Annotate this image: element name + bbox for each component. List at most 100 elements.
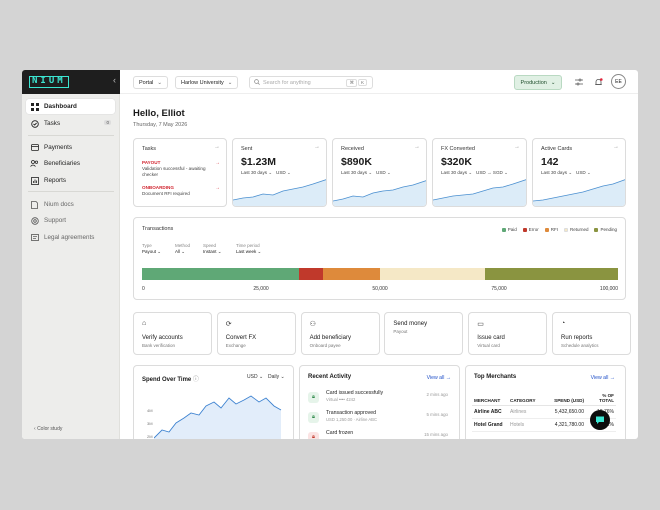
stat-unit[interactable]: USD → SGD <box>476 170 503 175</box>
stat-unit[interactable]: USD <box>376 170 386 175</box>
color-study-link[interactable]: ‹ Color study <box>34 426 62 432</box>
sliders-icon[interactable] <box>573 76 585 88</box>
action-convert-fx[interactable]: ⟳ Convert FX Exchange <box>216 312 296 355</box>
nium-logo[interactable]: NIUM <box>29 76 69 88</box>
action-subtitle: Exchange <box>225 343 246 348</box>
sidebar-item-label: Dashboard <box>44 103 77 110</box>
filter-speed[interactable]: Speed Instant ⌄ <box>203 243 222 255</box>
stat-filters: Last 30 days ⌄ USD ⌄ <box>341 170 391 175</box>
portal-select[interactable]: Portal ⌄ <box>133 76 168 89</box>
arrow-right-icon[interactable]: → <box>514 144 520 150</box>
current-date: Thursday, 7 May 2026 <box>133 122 188 128</box>
action-send-money[interactable]: Send money Payout <box>384 312 464 355</box>
merchants-title: Top Merchants <box>474 374 517 380</box>
stat-card-sent[interactable]: Sent → $1.23M Last 30 days ⌄ USD ⌄ <box>232 138 327 207</box>
main-content: Hello, Elliot Thursday, 7 May 2026 Tasks… <box>120 94 638 439</box>
sidebar-item-payments[interactable]: Payments <box>26 140 115 155</box>
filter-type[interactable]: Type Payout ⌄ <box>142 243 161 255</box>
color-study-label: Color study <box>37 426 63 432</box>
stat-value: $890K <box>341 156 372 168</box>
environment-select[interactable]: Production ⌄ <box>514 75 562 90</box>
activity-time: 5 mins ago <box>426 412 448 417</box>
bar-segment-rfi[interactable] <box>322 268 380 280</box>
stat-card-received[interactable]: Received → $890K Last 30 days ⌄ USD ⌄ <box>332 138 427 207</box>
bar-segment-pending[interactable] <box>484 268 618 280</box>
bell-icon[interactable] <box>592 76 604 88</box>
bar-segment-paid[interactable] <box>142 268 300 280</box>
info-icon[interactable]: ⓘ <box>192 377 199 383</box>
stat-unit[interactable]: USD <box>276 170 286 175</box>
stat-period[interactable]: Last 30 days <box>241 170 268 175</box>
stat-unit[interactable]: USD <box>576 170 586 175</box>
filter-value: Last week ⌄ <box>236 249 262 254</box>
arrow-right-icon[interactable]: → <box>314 144 320 150</box>
activity-item[interactable]: 🔒︎ Card issued successfully Virtual ••••… <box>308 389 448 407</box>
bar-segment-returned[interactable] <box>380 268 485 280</box>
action-add-beneficiary[interactable]: ⚇ Add beneficiary Onboard payee <box>300 312 380 355</box>
stat-value: 142 <box>541 156 559 168</box>
arrow-right-icon[interactable]: → <box>414 144 420 150</box>
task-status: PAYOUT <box>142 160 161 165</box>
action-title: Run reports <box>561 335 593 341</box>
refresh-icon: ⟳ <box>225 321 232 328</box>
action-subtitle: Onboard payee <box>309 343 341 348</box>
stat-card-fx-converted[interactable]: FX Converted → $320K Last 30 days ⌄ USD … <box>432 138 527 207</box>
activity-view-all-link[interactable]: View all → <box>426 375 451 381</box>
x-tick: 100,000 <box>599 286 618 292</box>
sidebar-item-label: Beneficiaries <box>44 160 81 167</box>
filter-time-period[interactable]: Time period Last week ⌄ <box>236 243 261 255</box>
spend-interval-select[interactable]: Daily ⌄ <box>268 374 285 380</box>
arrow-right-icon[interactable]: → <box>613 144 619 150</box>
stat-period[interactable]: Last 30 days <box>541 170 568 175</box>
activity-item[interactable]: 🔒︎ Transaction approved USD 1,250.00 · A… <box>308 409 448 427</box>
tasks-card[interactable]: Tasks → PAYOUT → Validation successful -… <box>133 138 227 207</box>
sidebar-item-legal-agreements[interactable]: Legal agreements <box>26 230 115 245</box>
sidebar: NIUM ‹ Dashboard Tasks 0 Payments Benefi… <box>22 70 120 439</box>
activity-item[interactable]: 🔒︎ Card frozen 15 mins ago <box>308 429 448 439</box>
org-select[interactable]: Harlow University ⌄ <box>175 76 239 89</box>
logo-bar: NIUM ‹ <box>22 70 120 94</box>
sidebar-item-support[interactable]: Support <box>26 213 115 228</box>
transactions-title: Transactions <box>142 226 174 232</box>
report-icon: ◔ <box>561 320 566 327</box>
portal-label: Portal <box>139 79 154 86</box>
sidebar-item-beneficiaries[interactable]: Beneficiaries <box>26 156 115 171</box>
legend-label: Returned <box>569 227 589 232</box>
arrow-right-icon[interactable]: → <box>214 144 220 150</box>
filter-label: Type <box>142 243 152 248</box>
stat-period[interactable]: Last 30 days <box>341 170 368 175</box>
stat-filters: Last 30 days ⌄ USD ⌄ <box>541 170 591 175</box>
spend-currency-select[interactable]: USD ⌄ <box>247 374 264 380</box>
action-subtitle: Schedule analytics <box>561 343 599 348</box>
sidebar-item-dashboard[interactable]: Dashboard <box>26 99 115 114</box>
stat-card-active-cards[interactable]: Active Cards → 142 Last 30 days ⌄ USD ⌄ <box>532 138 626 207</box>
lock-icon: 🔒︎ <box>308 392 319 403</box>
action-verify-accounts[interactable]: ⌂ Verify accounts Bank verification <box>133 312 212 355</box>
collapse-sidebar-icon[interactable]: ‹ <box>113 75 116 85</box>
search-input[interactable]: Search for anything ⌘ K <box>249 76 373 89</box>
table-header-row: MERCHANT CATEGORY SPEND (USD) % OF TOTAL <box>472 391 616 406</box>
sidebar-item-label: Reports <box>44 177 67 184</box>
arrow-right-icon[interactable]: → <box>215 160 220 166</box>
sidebar-item-tasks[interactable]: Tasks 0 <box>26 116 115 131</box>
legend-label: Pending <box>600 227 617 232</box>
x-tick: 75,000 <box>491 286 507 292</box>
legend-item-pending: Pending <box>594 227 617 232</box>
sidebar-item-reports[interactable]: Reports <box>26 173 115 188</box>
bar-segment-error[interactable] <box>299 268 323 280</box>
tasks-count-badge: 0 <box>104 120 111 125</box>
doc-icon <box>30 200 39 209</box>
action-issue-card[interactable]: ▭ Issue card Virtual card <box>468 312 548 355</box>
topbar: Portal ⌄ Harlow University ⌄ Search for … <box>120 70 638 94</box>
sidebar-item-nium-docs[interactable]: Nium docs <box>26 197 115 212</box>
avatar[interactable]: EE <box>611 74 626 89</box>
arrow-right-icon[interactable]: → <box>215 185 220 191</box>
merchants-view-all-link[interactable]: View all → <box>590 375 615 381</box>
stat-value: $1.23M <box>241 156 277 168</box>
stat-period[interactable]: Last 30 days <box>441 170 468 175</box>
filter-method[interactable]: Method All ⌄ <box>175 243 190 255</box>
kbd-cmd: ⌘ <box>346 78 357 87</box>
filter-value: Instant ⌄ <box>203 249 222 254</box>
action-run-reports[interactable]: ◔ Run reports Schedule analytics <box>552 312 631 355</box>
chat-bubble-icon[interactable] <box>590 410 610 430</box>
